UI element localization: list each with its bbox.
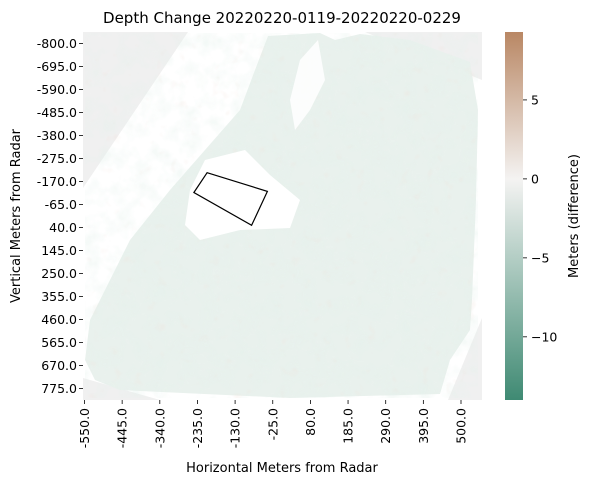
x-tick-label: 290.0 (378, 408, 393, 444)
y-tick-label: -170.0 (37, 174, 77, 189)
x-tick-labels: -550.0 -445.0 -340.0 -235.0 -130.0 -25.0 80.0 1… (77, 400, 469, 448)
colorbar-tick-label: 0 (531, 171, 539, 186)
chart-title: Depth Change 20220220-0119-20220220-0229 (103, 9, 461, 27)
y-tick-label: -380.0 (37, 128, 77, 143)
x-tick-label: -235.0 (190, 408, 205, 448)
no-data-gap-center (185, 150, 300, 240)
y-tick-label: 355.0 (41, 289, 77, 304)
x-tick-label: -340.0 (152, 408, 167, 448)
colorbar (505, 32, 523, 400)
y-tick-label: -65.0 (45, 197, 77, 212)
no-data-corner-bottom-right (448, 318, 482, 400)
y-tick-label: 565.0 (41, 335, 77, 350)
x-tick-label: -130.0 (228, 408, 243, 448)
y-tick-label: 460.0 (41, 312, 77, 327)
y-tick-label: 670.0 (41, 358, 77, 373)
colorbar-label: Meters (difference) (567, 154, 582, 278)
x-tick-label: -550.0 (77, 408, 92, 448)
colorbar-tick-label: −10 (531, 329, 557, 344)
no-data-corner-top-left (83, 32, 188, 188)
y-tick-label: -695.0 (37, 59, 77, 74)
colorbar-tick-label: 5 (531, 92, 539, 107)
y-tick-label: 145.0 (41, 243, 77, 258)
x-tick-label: 80.0 (303, 408, 318, 436)
selection-outline-polygon (193, 171, 269, 227)
y-axis-label: Vertical Meters from Radar (9, 128, 24, 303)
y-tick-label: -590.0 (37, 82, 77, 97)
x-tick-label: -445.0 (115, 408, 130, 448)
y-tick-label: 40.0 (49, 220, 77, 235)
y-tick-label: 775.0 (41, 381, 77, 396)
colorbar-tick-label: −5 (531, 250, 549, 265)
y-tick-label: -485.0 (37, 105, 77, 120)
x-tick-label: 395.0 (416, 408, 431, 444)
colorbar-ticks: 5 0 −5 −10 (523, 92, 557, 344)
x-tick-label: -25.0 (265, 408, 280, 440)
y-tick-labels: -800.0 -695.0 -590.0 -485.0 -380.0 -275.0 -170… (37, 36, 83, 396)
heatmap-plot-area (83, 32, 482, 400)
x-tick-label: 500.0 (454, 408, 469, 444)
x-axis-label: Horizontal Meters from Radar (186, 461, 378, 476)
y-tick-label: 250.0 (41, 266, 77, 281)
y-tick-label: -800.0 (37, 36, 77, 51)
x-tick-label: 185.0 (341, 408, 356, 444)
no-data-gap-upper (290, 40, 325, 130)
y-tick-label: -275.0 (37, 151, 77, 166)
